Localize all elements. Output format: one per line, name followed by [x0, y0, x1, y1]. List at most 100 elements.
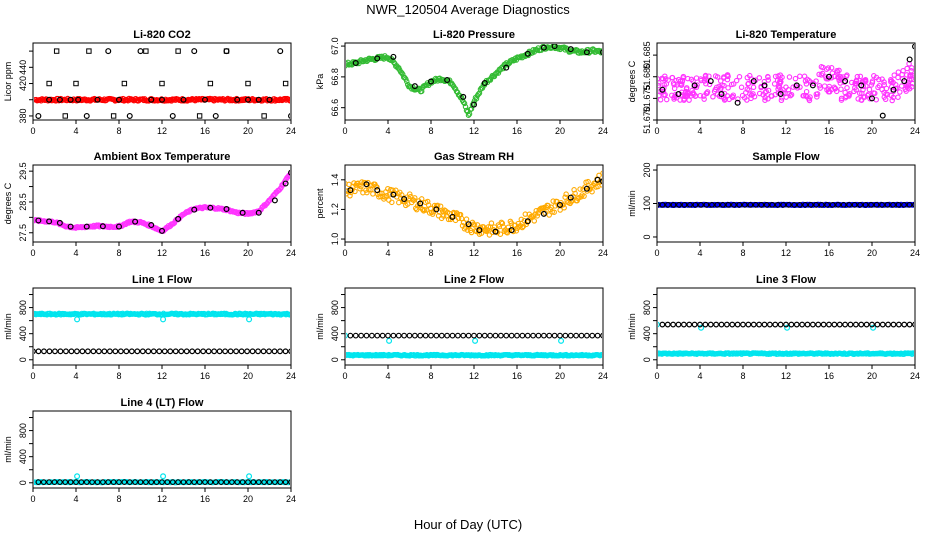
data-point — [94, 479, 101, 486]
data-point — [692, 201, 699, 208]
data-point — [487, 332, 494, 339]
figure-title: NWR_120504 Average Diagnostics — [366, 2, 570, 17]
x-tick-label: 0 — [30, 248, 35, 258]
data-point — [658, 76, 661, 82]
data-point — [777, 321, 784, 328]
data-point — [531, 218, 538, 224]
x-tick-label: 24 — [598, 126, 608, 136]
data-point — [777, 91, 784, 98]
data-point — [438, 332, 445, 339]
data-point — [444, 76, 451, 83]
data-point — [821, 83, 828, 89]
data-point — [463, 216, 470, 222]
data-point — [763, 88, 769, 95]
data-point — [713, 84, 720, 91]
data-point — [460, 99, 467, 105]
data-point — [200, 348, 207, 355]
x-tick-label: 16 — [512, 371, 522, 381]
data-point — [901, 321, 908, 328]
data-point — [460, 332, 467, 339]
data-point — [838, 95, 845, 102]
data-point — [508, 227, 515, 234]
data-point — [535, 332, 542, 339]
data-point — [683, 88, 689, 95]
data-point — [885, 321, 892, 328]
data-point — [761, 78, 768, 85]
x-tick-label: 8 — [740, 371, 745, 381]
data-point — [46, 479, 53, 486]
data-point — [563, 191, 569, 197]
data-point — [903, 72, 910, 78]
data-point — [701, 96, 707, 102]
data-point — [662, 76, 669, 82]
series-1 — [658, 350, 914, 357]
data-point — [518, 216, 525, 223]
data-point — [675, 76, 682, 83]
data-point — [713, 321, 720, 328]
data-point — [825, 73, 832, 80]
data-point — [714, 91, 721, 97]
data-point — [792, 83, 799, 90]
data-point — [599, 351, 602, 358]
x-tick-label: 8 — [116, 248, 121, 258]
data-point — [912, 202, 914, 208]
data-point — [706, 81, 713, 88]
data-point — [46, 80, 52, 87]
data-point — [234, 479, 241, 486]
data-point — [670, 201, 677, 208]
data-point — [196, 479, 203, 486]
data-point — [101, 348, 108, 355]
data-point — [904, 84, 910, 90]
data-point — [671, 96, 677, 102]
series-3 — [659, 321, 914, 328]
x-tick-label: 16 — [824, 248, 834, 258]
data-point — [730, 201, 737, 208]
data-point — [183, 348, 190, 355]
data-point — [347, 332, 354, 339]
data-point — [852, 80, 858, 87]
panel-title: Sample Flow — [752, 151, 820, 163]
x-tick-label: 20 — [243, 371, 253, 381]
x-tick-label: 4 — [697, 248, 702, 258]
data-point — [879, 201, 885, 208]
data-point — [718, 321, 725, 328]
data-point — [161, 348, 168, 355]
data-point — [134, 348, 141, 355]
data-point — [681, 201, 688, 208]
figure-xlabel: Hour of Day (UTC) — [413, 517, 523, 532]
data-point — [736, 201, 743, 208]
data-point — [815, 321, 822, 328]
data-point — [99, 479, 106, 486]
data-point — [738, 84, 745, 91]
data-point — [772, 91, 779, 98]
y-tick-label: 420 — [18, 76, 28, 91]
data-point — [205, 348, 212, 355]
data-point — [583, 332, 590, 339]
data-point — [793, 82, 800, 89]
data-point — [191, 206, 198, 213]
data-point — [600, 332, 602, 339]
data-point — [857, 201, 864, 208]
data-point — [202, 96, 209, 103]
series-1 — [346, 44, 602, 118]
data-point — [363, 181, 370, 188]
data-point — [846, 93, 852, 99]
data-point — [379, 332, 386, 339]
data-point — [46, 96, 53, 103]
series-3 — [35, 479, 290, 486]
data-point — [686, 97, 692, 103]
x-tick-label: 24 — [598, 371, 608, 381]
data-point — [191, 479, 198, 486]
data-point — [194, 348, 201, 355]
data-point — [675, 91, 682, 98]
data-point — [169, 112, 176, 119]
panel-title: Li-820 Pressure — [433, 29, 515, 41]
y-tick-label: 66.6 — [330, 99, 340, 117]
data-point — [159, 227, 166, 234]
data-point — [884, 201, 891, 208]
data-point — [663, 96, 670, 103]
data-point — [894, 85, 900, 91]
x-tick-label: 4 — [385, 248, 390, 258]
data-point — [465, 332, 472, 339]
data-point — [721, 90, 728, 97]
